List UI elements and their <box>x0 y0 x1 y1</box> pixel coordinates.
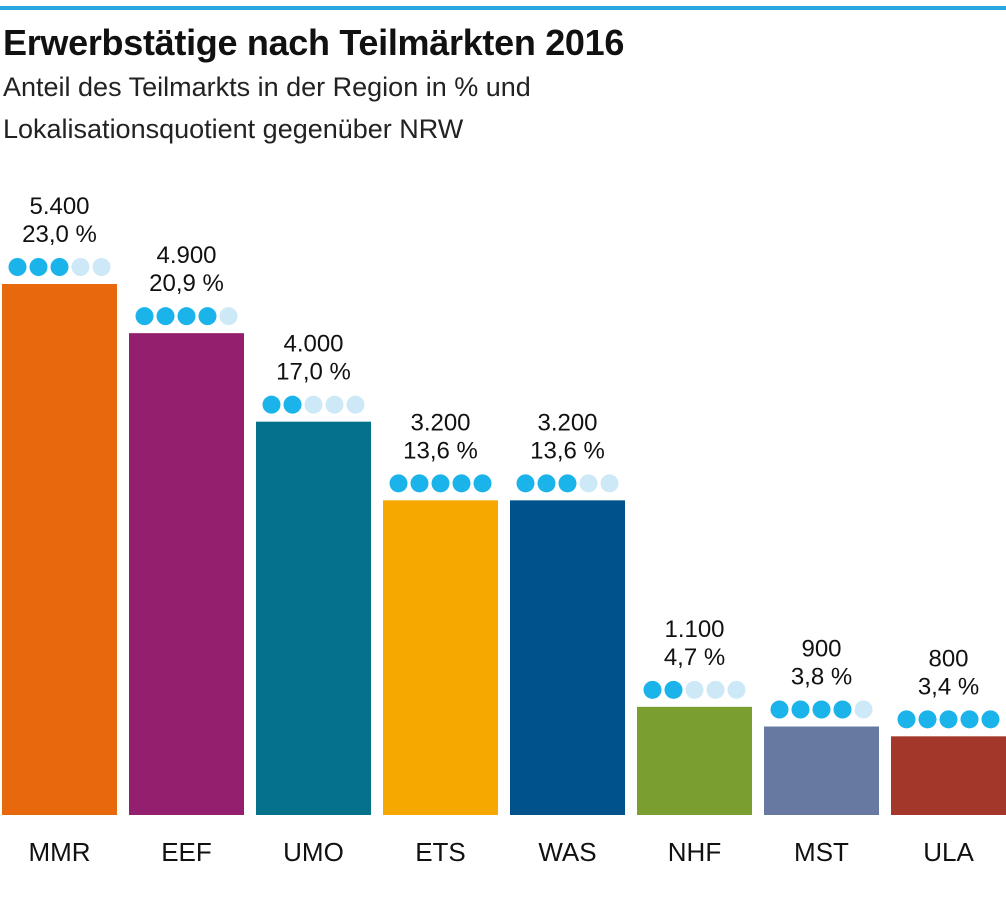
top-accent-rule <box>0 6 1006 10</box>
localization-dot-nhf-2-filled <box>664 680 683 699</box>
localization-dot-eef-1-filled <box>135 307 154 326</box>
bar-was <box>510 500 625 815</box>
chart-subtitle-line-2: Lokalisationsquotient gegenüber NRW <box>3 114 464 144</box>
localization-dot-ula-1-filled <box>897 710 916 729</box>
localization-dot-was-3-filled <box>558 474 577 493</box>
localization-dot-mmr-5-empty <box>92 258 111 276</box>
localization-dot-eef-3-filled <box>177 307 196 326</box>
localization-dot-ula-5-filled <box>981 710 1000 729</box>
bar-ula <box>891 736 1006 815</box>
localization-dot-was-2-filled <box>537 474 556 493</box>
localization-dot-ets-4-filled <box>452 474 471 493</box>
category-label-umo: UMO <box>283 837 344 867</box>
localization-dot-eef-2-filled <box>156 307 175 326</box>
category-label-was: WAS <box>538 837 596 867</box>
localization-dot-mst-5-empty <box>854 700 873 719</box>
localization-dot-umo-3-empty <box>304 395 323 414</box>
bar-umo <box>256 421 371 815</box>
value-label-was: 3.200 <box>537 409 597 436</box>
localization-dot-mst-1-filled <box>770 700 789 719</box>
percent-label-was: 13,6 % <box>530 437 605 464</box>
localization-dot-mst-4-filled <box>833 700 852 719</box>
value-label-mst: 900 <box>801 636 841 663</box>
localization-dot-umo-5-empty <box>346 395 365 414</box>
percent-label-umo: 17,0 % <box>276 359 351 386</box>
localization-dot-was-5-empty <box>600 474 619 493</box>
localization-dot-nhf-4-empty <box>706 680 725 699</box>
value-label-nhf: 1.100 <box>664 616 724 643</box>
percent-label-ula: 3,4 % <box>918 673 979 700</box>
bar-mmr <box>2 284 117 815</box>
chart-subtitle-line-1: Anteil des Teilmarkts in der Region in %… <box>3 72 531 102</box>
category-label-ula: ULA <box>923 837 974 867</box>
value-label-umo: 4.000 <box>283 331 343 358</box>
localization-dot-mmr-1-filled <box>8 258 27 276</box>
bar-eef <box>129 333 244 815</box>
category-label-nhf: NHF <box>668 837 721 867</box>
localization-dot-nhf-3-empty <box>685 680 704 699</box>
percent-label-ets: 13,6 % <box>403 437 478 464</box>
localization-dot-mst-3-filled <box>812 700 831 719</box>
value-label-eef: 4.900 <box>156 242 216 269</box>
localization-dot-umo-4-empty <box>325 395 344 414</box>
percent-label-eef: 20,9 % <box>149 270 224 297</box>
bar-nhf <box>637 706 752 815</box>
localization-dot-ula-3-filled <box>939 710 958 729</box>
percent-label-nhf: 4,7 % <box>664 644 725 671</box>
localization-dot-mst-2-filled <box>791 700 810 719</box>
localization-dot-umo-2-filled <box>283 395 302 414</box>
localization-dot-ula-2-filled <box>918 710 937 729</box>
localization-dot-ula-4-filled <box>960 710 979 729</box>
localization-dot-was-1-filled <box>516 474 535 493</box>
localization-dot-nhf-1-filled <box>643 680 662 699</box>
chart-title: Erwerbstätige nach Teilmärkten 2016 <box>3 22 625 63</box>
value-label-ets: 3.200 <box>410 409 470 436</box>
value-label-ula: 800 <box>928 645 968 672</box>
category-label-mmr: MMR <box>28 837 90 867</box>
localization-dot-mmr-2-filled <box>29 258 48 276</box>
category-label-mst: MST <box>794 837 849 867</box>
localization-dot-mmr-3-filled <box>50 258 69 276</box>
value-label-mmr: 5.400 <box>29 193 89 220</box>
localization-dot-ets-5-filled <box>473 474 492 493</box>
localization-dot-umo-1-filled <box>262 395 281 414</box>
percent-label-mmr: 23,0 % <box>22 221 97 248</box>
category-label-ets: ETS <box>415 837 466 867</box>
localization-dot-ets-3-filled <box>431 474 450 493</box>
localization-dot-was-4-empty <box>579 474 598 493</box>
bar-mst <box>764 726 879 815</box>
percent-label-mst: 3,8 % <box>791 664 852 691</box>
localization-dot-eef-4-filled <box>198 307 217 326</box>
bar-ets <box>383 500 498 815</box>
category-label-eef: EEF <box>161 837 212 867</box>
localization-dot-ets-1-filled <box>389 474 408 493</box>
localization-dot-nhf-5-empty <box>727 680 746 699</box>
localization-dot-ets-2-filled <box>410 474 429 493</box>
localization-dot-mmr-4-empty <box>71 258 90 276</box>
localization-dot-eef-5-empty <box>219 307 238 326</box>
